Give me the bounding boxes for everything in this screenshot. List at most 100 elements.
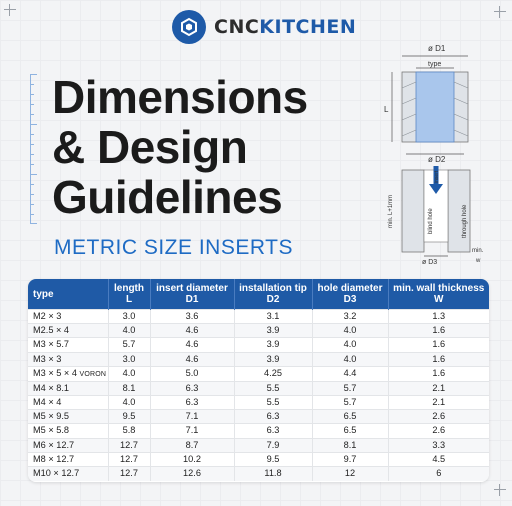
- cell-length: 12.7: [107, 451, 150, 467]
- cell-length: 4.0: [107, 323, 150, 338]
- title-line-1: Dimensions: [52, 71, 308, 123]
- cell-length: 8.1: [107, 380, 150, 396]
- cell-installation-tip: 5.5: [233, 394, 312, 410]
- cell-installation-tip: 9.5: [233, 451, 312, 467]
- cell-type-text: M8 × 12.7: [33, 453, 75, 464]
- blind-hole-label: blind hole: [428, 208, 434, 234]
- cell-min-wall-thickness-text: 2.6: [432, 425, 446, 436]
- cell-installation-tip-text: 6.3: [266, 411, 280, 422]
- cell-min-wall-thickness-text: 1.6: [432, 339, 446, 350]
- cell-type-text: M10 × 12.7: [33, 468, 80, 479]
- cell-hole-diameter: 12: [311, 465, 388, 481]
- cell-hole-diameter: 8.1: [311, 437, 388, 453]
- cell-min-wall-thickness-text: 1.6: [432, 368, 446, 379]
- page-title: Dimensions & Design Guidelines: [52, 72, 308, 222]
- cell-insert-diameter: 4.6: [149, 351, 234, 367]
- cell-insert-diameter: 6.3: [149, 394, 234, 410]
- cell-hole-diameter: 4.0: [311, 351, 388, 367]
- cell-type-text: M3 × 5 × 4: [33, 367, 77, 378]
- type-label: type: [428, 61, 441, 68]
- min-w-label-2: w: [475, 258, 481, 264]
- cell-type: M5 × 5.8: [28, 423, 108, 438]
- cell-insert-diameter: 7.1: [149, 409, 234, 424]
- l-label: L: [384, 105, 389, 114]
- brand-name-part1: CNC: [214, 16, 260, 38]
- cell-min-wall-thickness: 1.3: [387, 308, 489, 324]
- cell-length-text: 4.0: [122, 397, 136, 408]
- cell-length-text: 12.7: [120, 468, 138, 479]
- table-row: M4 × 4 4.0 6.3 5.5 5.7 2.1: [28, 394, 489, 410]
- title-line-3: Guidelines: [52, 171, 283, 223]
- cell-installation-tip-text: 3.9: [266, 339, 280, 350]
- cell-type-text: M6 × 12.7: [33, 439, 75, 450]
- cell-hole-diameter-text: 5.7: [343, 382, 357, 393]
- cell-insert-diameter-text: 3.6: [185, 311, 199, 322]
- cell-length-text: 9.5: [122, 411, 136, 422]
- cell-min-wall-thickness-text: 3.3: [432, 439, 446, 450]
- cell-length: 5.7: [107, 337, 150, 353]
- cell-insert-diameter-text: 4.6: [185, 353, 199, 364]
- cell-hole-diameter: 4.0: [311, 337, 388, 353]
- cell-hole-diameter: 3.2: [311, 308, 388, 324]
- col-header-length: length L: [107, 279, 150, 310]
- cell-installation-tip: 6.3: [233, 409, 312, 424]
- cell-length: 12.7: [107, 437, 150, 453]
- cell-insert-diameter: 8.7: [149, 437, 234, 453]
- cell-insert-diameter: 6.3: [149, 380, 234, 396]
- cell-min-wall-thickness-text: 4.5: [432, 453, 446, 464]
- d2-label: ø D2: [428, 155, 446, 164]
- cell-hole-diameter-text: 4.0: [343, 353, 357, 364]
- cell-installation-tip: 3.9: [233, 337, 312, 353]
- cell-type: M2.5 × 4: [28, 323, 108, 338]
- cell-hole-diameter: 4.0: [311, 323, 388, 338]
- brand-name: CNCKITCHEN: [214, 16, 356, 38]
- brand-name-part2: KITCHEN: [259, 16, 357, 38]
- cell-insert-diameter-text: 6.3: [185, 382, 199, 393]
- cell-min-wall-thickness: 2.6: [387, 409, 489, 424]
- cell-installation-tip-text: 5.5: [266, 382, 280, 393]
- cell-type: M8 × 12.7: [28, 451, 108, 467]
- cell-insert-diameter-text: 6.3: [185, 397, 199, 408]
- cell-installation-tip-text: 4.25: [264, 368, 282, 379]
- cell-min-wall-thickness: 1.6: [387, 351, 489, 367]
- dimensions-table: type length L insert diameter D1 installat…: [28, 279, 489, 482]
- cell-insert-diameter: 4.6: [149, 323, 234, 338]
- cell-min-wall-thickness-text: 2.1: [432, 382, 446, 393]
- col-header-installation-tip: installation tip D2: [233, 279, 312, 310]
- cell-type: M4 × 4: [28, 394, 108, 410]
- cell-installation-tip: 4.25: [233, 365, 312, 382]
- table-row: M5 × 9.5 9.5 7.1 6.3 6.5 2.6: [28, 409, 489, 424]
- col-header-type: type: [28, 279, 108, 310]
- cell-installation-tip-text: 6.3: [266, 425, 280, 436]
- cell-length: 4.0: [107, 394, 150, 410]
- cell-insert-diameter-text: 5.0: [185, 368, 199, 379]
- cell-insert-diameter-text: 7.1: [185, 411, 199, 422]
- cell-hole-diameter: 6.5: [311, 409, 388, 424]
- cell-installation-tip: 5.5: [233, 380, 312, 396]
- col-header-hole-diameter: hole diameter D3: [311, 279, 388, 310]
- cell-length-text: 12.7: [120, 453, 138, 464]
- cell-min-wall-thickness-text: 2.6: [432, 411, 446, 422]
- cell-insert-diameter-text: 10.2: [183, 453, 201, 464]
- cell-hole-diameter-text: 6.5: [343, 411, 357, 422]
- cell-min-wall-thickness-text: 1.3: [432, 311, 446, 322]
- cell-hole-diameter-text: 4.0: [343, 339, 357, 350]
- cell-insert-diameter: 4.6: [149, 337, 234, 353]
- table-row: M8 × 12.7 12.7 10.2 9.5 9.7 4.5: [28, 451, 489, 467]
- cell-min-wall-thickness: 6: [387, 465, 489, 481]
- cell-installation-tip-text: 3.9: [266, 353, 280, 364]
- crosshair-mark: [494, 6, 506, 18]
- cell-type-text: M2 × 3: [33, 311, 62, 322]
- cell-min-wall-thickness-text: 2.1: [432, 397, 446, 408]
- cell-length-text: 3.0: [122, 311, 136, 322]
- cell-type-text: M3 × 5.7: [33, 339, 70, 350]
- cell-insert-diameter: 10.2: [149, 451, 234, 467]
- cell-type: M3 × 5 × 4 VORON: [28, 365, 108, 382]
- cell-hole-diameter-text: 4.4: [343, 368, 357, 379]
- cell-installation-tip-text: 5.5: [266, 397, 280, 408]
- cell-type-text: M2.5 × 4: [33, 325, 70, 336]
- cell-hole-diameter: 6.5: [311, 423, 388, 438]
- cell-min-wall-thickness: 1.6: [387, 337, 489, 353]
- cell-hole-diameter-text: 4.0: [343, 325, 357, 336]
- crosshair-mark: [4, 4, 16, 16]
